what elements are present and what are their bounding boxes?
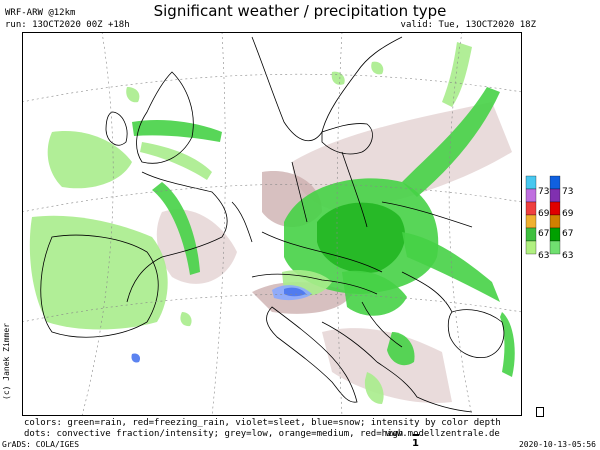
graticule — [22, 32, 522, 416]
rain-cell-mediterranean — [180, 312, 192, 327]
colorbar-left-column — [525, 175, 537, 255]
legend-dots-line: dots: convective fraction/intensity; gre… — [24, 429, 404, 439]
map-frame — [22, 32, 522, 416]
coastline-adriatic — [321, 321, 378, 363]
terrain-tint-balkans — [322, 328, 452, 403]
colorbar-left-label-1: 73 — [538, 187, 550, 197]
scale-box — [536, 407, 544, 417]
colorbar-right-label-2: 69 — [562, 209, 574, 219]
coastline-west-europe — [126, 171, 228, 303]
colorbar-left-label-2: 69 — [538, 209, 550, 219]
page-indicator[interactable]: 1 — [410, 434, 422, 449]
rain-areas — [29, 42, 515, 404]
coastline-balkans — [376, 361, 473, 413]
colorbar-right-swatch-5 — [549, 227, 561, 242]
coastline-british-isles — [136, 71, 194, 164]
colorbar-right-label-3: 67 — [562, 229, 574, 239]
terrain-tint-france — [156, 209, 237, 284]
rain-area-italy-east — [364, 372, 384, 404]
graticule-lon-4 — [448, 32, 473, 416]
rain-area-bay-of-biscay — [47, 131, 132, 189]
border-ukraine — [381, 201, 473, 228]
graticule-lon-3 — [336, 32, 343, 416]
graticule-lat-2 — [22, 183, 522, 213]
colorbar-left-swatch-4 — [525, 214, 537, 229]
author-credit: (c) Janek Zimmer — [2, 322, 11, 400]
colorbar-right-label-1: 73 — [562, 187, 574, 197]
colorbar-left-swatch-5 — [525, 227, 537, 242]
colorbar-right-swatch-1 — [549, 175, 561, 190]
rain-band-carpathian — [402, 232, 500, 302]
snow-spot-balkans — [131, 353, 141, 363]
rain-cell-north-sea — [126, 87, 140, 103]
colorbar-right-swatch-4 — [549, 214, 561, 229]
colorbar-left-swatch-1 — [525, 175, 537, 190]
coastline-italy — [266, 306, 358, 403]
intensity-colorbar — [525, 175, 561, 255]
colorbar-left-swatch-3 — [525, 201, 537, 216]
legend-colors-line: colors: green=rain, red=freezing_rain, v… — [24, 418, 501, 428]
graticule-lat-3 — [22, 293, 522, 323]
border-balkans — [361, 301, 403, 348]
rain-cell-baltic — [371, 61, 384, 75]
coastline-baltic — [321, 123, 373, 155]
weather-map — [22, 32, 522, 416]
colorbar-left-swatch-2 — [525, 188, 537, 203]
colorbar-left-swatch-6 — [525, 240, 537, 255]
border-germany-poland — [291, 161, 308, 223]
rain-band-northeast — [402, 87, 500, 197]
rain-area-iberia — [29, 215, 168, 330]
border-alps — [251, 273, 378, 295]
rain-band-atlantic — [132, 120, 222, 142]
border-romania — [401, 271, 453, 313]
colorbar-right-column — [549, 175, 561, 255]
rain-area-central-europe-heavy — [317, 202, 406, 273]
colorbar-right-swatch-6 — [549, 240, 561, 255]
border-central — [261, 231, 383, 273]
colorbar-right-label-4: 63 — [562, 251, 574, 261]
chart-title: Significant weather / precipitation type — [153, 2, 447, 20]
rain-strip-north — [442, 42, 472, 107]
colorbar-left-label-4: 63 — [538, 251, 550, 261]
border-poland-east — [341, 151, 368, 228]
coastline-black-sea — [447, 309, 505, 359]
colorbar-right-swatch-3 — [549, 201, 561, 216]
page-number: 1 — [412, 438, 419, 449]
colorbar-left-label-3: 67 — [538, 229, 550, 239]
graticule-lat-1 — [22, 73, 522, 103]
page-arrow-icon — [413, 434, 419, 436]
colorbar-right-swatch-2 — [549, 188, 561, 203]
model-label: WRF-ARW @12km — [5, 8, 76, 18]
coastlines-and-borders — [40, 36, 505, 413]
rain-arc-west-europe — [152, 182, 200, 275]
rain-band-british-isles — [140, 142, 212, 180]
border-france-germany — [231, 201, 253, 243]
website-link[interactable]: www.modellzentrale.de — [386, 429, 500, 439]
rain-area-southern-italy — [387, 332, 415, 366]
coastline-ireland — [105, 111, 128, 146]
date-stamp: 2020-10-13-05:56 — [518, 440, 596, 449]
run-time-label: run: 13OCT2020 00Z +18h — [5, 20, 130, 30]
valid-time-label: valid: Tue, 13OCT2020 18Z — [400, 20, 536, 30]
graticule-lon-2 — [211, 32, 226, 416]
coastline-iberia — [40, 234, 159, 338]
grads-credit: GrADS: COLA/IGES — [2, 440, 80, 449]
graticule-lon-1 — [81, 32, 114, 416]
